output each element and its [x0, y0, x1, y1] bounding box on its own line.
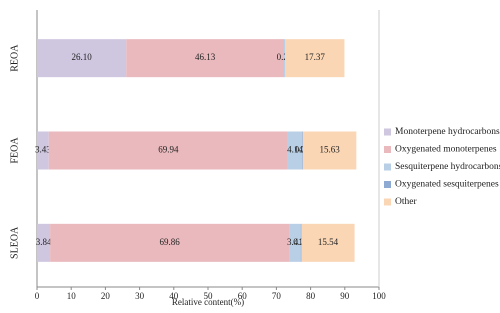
bar-segment: [302, 131, 357, 170]
bar-segment: [50, 223, 290, 262]
y-tick-label: FEOA: [9, 137, 20, 164]
bar-segment: [285, 39, 345, 78]
legend-label: Other: [395, 197, 417, 207]
bar-segment: [37, 39, 127, 78]
y-tick-label: REOA: [9, 44, 20, 72]
data-label: 0.21: [293, 237, 309, 247]
x-tick-label: 10: [67, 291, 77, 301]
bar-segment: [284, 39, 286, 78]
bar-segment: [126, 39, 285, 78]
x-tick-label: 20: [101, 291, 111, 301]
data-label: 69.86: [159, 237, 180, 247]
bar-segment: [37, 223, 51, 262]
x-tick-label: 30: [135, 291, 145, 301]
data-label: 3.41: [287, 237, 303, 247]
x-tick-label: 50: [204, 291, 214, 301]
x-tick-label: 0: [35, 291, 40, 301]
legend-swatch: [384, 146, 391, 153]
bar-segment: [37, 131, 49, 170]
data-label: 4.14: [287, 145, 303, 155]
bar-segment: [287, 131, 303, 170]
data-label: 15.63: [319, 145, 340, 155]
data-label: 3.84: [36, 237, 52, 247]
bar-segment: [301, 223, 355, 262]
data-label: 17.37: [305, 52, 326, 62]
legend-swatch: [384, 128, 391, 136]
data-label: 26.10: [72, 52, 93, 62]
y-tick-label: SLEOA: [9, 226, 20, 259]
data-label: 15.54: [318, 237, 339, 247]
x-tick-label: 40: [169, 291, 179, 301]
data-label: 3.43: [35, 145, 51, 155]
bar-segment: [302, 131, 303, 170]
x-tick-label: 80: [306, 291, 316, 301]
legend-label: Sesquiterpene hydrocarbons: [395, 162, 500, 172]
legend-label: Oxygenated monoterpenes: [395, 145, 497, 155]
data-label: 0.29: [277, 52, 293, 62]
x-tick-label: 90: [340, 291, 350, 301]
data-label: 69.94: [158, 145, 179, 155]
data-label: 46.13: [195, 52, 216, 62]
legend-swatch: [384, 198, 391, 206]
legend-swatch: [384, 181, 391, 188]
x-tick-label: 60: [238, 291, 248, 301]
x-tick-label: 100: [372, 291, 386, 301]
data-label: 0.23: [295, 145, 311, 155]
bar-segment: [289, 223, 301, 262]
bar-segment: [300, 223, 302, 262]
legend-label: Oxygenated sesquiterpenes: [395, 180, 499, 190]
bar-segment: [48, 131, 288, 170]
legend-swatch: [384, 163, 391, 171]
legend-label: Monoterpene hydrocarbons: [395, 127, 500, 137]
x-tick-label: 70: [272, 291, 282, 301]
x-axis-label: Relative content(%): [172, 297, 244, 307]
